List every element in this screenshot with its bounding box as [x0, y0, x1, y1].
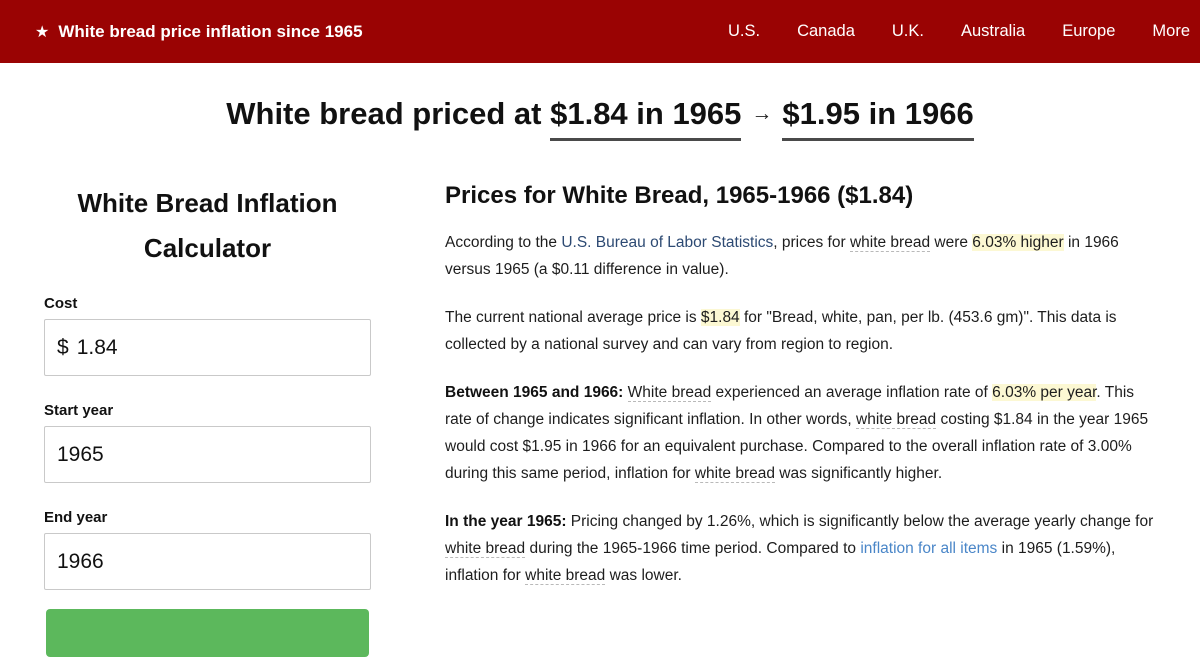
- text-segment: costing $1.84 in the year 1965 would cos…: [445, 411, 1149, 482]
- nav-link-uk[interactable]: U.K.: [891, 22, 924, 40]
- text-segment: Pricing changed by 1.26%, which is signi…: [570, 513, 1154, 530]
- term-white-bread: white bread: [525, 567, 606, 585]
- text-segment: for "Bread, white, pan, per lb. (453.6 g…: [445, 309, 1117, 353]
- top-nav-bar: ★ White bread price inflation since 1965 …: [0, 0, 1200, 63]
- highlight-inflation-rate: 6.03% higher: [972, 234, 1064, 251]
- term-white-bread: white bread: [856, 411, 937, 429]
- bold-lead-in: In the year 1965:: [445, 513, 571, 530]
- term-white-bread: White bread: [627, 384, 712, 402]
- cost-label: Cost: [44, 295, 78, 312]
- bold-lead-in: Between 1965 and 1966:: [445, 384, 628, 401]
- region-nav: U.S. Canada U.K. Australia Europe More: [728, 22, 1192, 41]
- results-heading: Prices for White Bread, 1965-1966 ($1.84…: [445, 182, 914, 209]
- nav-link-more[interactable]: More: [1152, 22, 1190, 40]
- headline-to-price: $1.95 in 1966: [782, 96, 974, 141]
- star-icon: ★: [35, 23, 50, 41]
- paragraph-summary: According to the U.S. Bureau of Labor St…: [445, 229, 1160, 283]
- text-segment: The current national average price is: [445, 309, 701, 326]
- text-segment: were: [930, 234, 973, 251]
- start-year-label: Start year: [44, 402, 114, 419]
- results-article: Prices for White Bread, 1965-1966 ($1.84…: [445, 181, 1160, 657]
- page-title: White bread priced at $1.84 in 1965 → $1.9…: [0, 96, 1200, 141]
- end-year-input[interactable]: [44, 533, 371, 590]
- nav-link-us[interactable]: U.S.: [727, 22, 761, 40]
- calculate-button[interactable]: [46, 609, 369, 657]
- paragraph-average-price: The current national average price is $1…: [445, 304, 1160, 358]
- cost-field-wrapper: $: [44, 319, 371, 376]
- headline-prefix: White bread priced at: [226, 96, 551, 131]
- end-year-label: End year: [44, 509, 108, 526]
- nav-link-australia[interactable]: Australia: [960, 22, 1026, 40]
- highlight-rate-per-year: 6.03% per year: [992, 384, 1097, 401]
- headline-from-price: $1.84 in 1965: [550, 96, 742, 141]
- text-segment: According to the: [445, 234, 562, 251]
- text-segment: was significantly higher.: [775, 465, 943, 482]
- right-arrow-icon: →: [751, 102, 773, 125]
- term-white-bread: white bread: [849, 234, 931, 252]
- site-brand-link[interactable]: ★ White bread price inflation since 1965: [35, 22, 363, 42]
- text-segment: was lower.: [605, 567, 682, 584]
- calculator-title: White Bread Inflation Calculator: [77, 188, 338, 263]
- inflation-calculator: White Bread Inflation Calculator Cost $ …: [44, 181, 371, 657]
- all-items-inflation-link[interactable]: inflation for all items: [860, 540, 998, 557]
- nav-link-europe[interactable]: Europe: [1062, 22, 1116, 40]
- cost-input[interactable]: [76, 335, 358, 360]
- nav-link-canada[interactable]: Canada: [797, 22, 855, 40]
- main-content: White Bread Inflation Calculator Cost $ …: [0, 136, 1200, 657]
- text-segment: , prices for: [773, 234, 850, 251]
- currency-symbol: $: [57, 335, 69, 359]
- paragraph-period-inflation: Between 1965 and 1966: White bread exper…: [445, 379, 1160, 487]
- highlight-price: $1.84: [700, 309, 740, 326]
- start-year-input[interactable]: [44, 426, 371, 483]
- text-segment: during the 1965-1966 time period. Compar…: [525, 540, 861, 557]
- text-segment: in 1965 (1.59%), inflation for: [445, 540, 1116, 584]
- term-white-bread: white bread: [694, 465, 775, 483]
- text-segment: experienced an average inflation rate of: [711, 384, 993, 401]
- term-white-bread: white bread: [445, 540, 526, 558]
- paragraph-year-1965: In the year 1965: Pricing changed by 1.2…: [445, 508, 1160, 589]
- text-segment: . This rate of change indicates signific…: [445, 384, 1135, 428]
- bls-link[interactable]: U.S. Bureau of Labor Statistics: [561, 234, 774, 251]
- text-segment: in 1966 versus 1965 (a $0.11 difference …: [445, 234, 1119, 278]
- site-title: White bread price inflation since 1965: [58, 21, 363, 41]
